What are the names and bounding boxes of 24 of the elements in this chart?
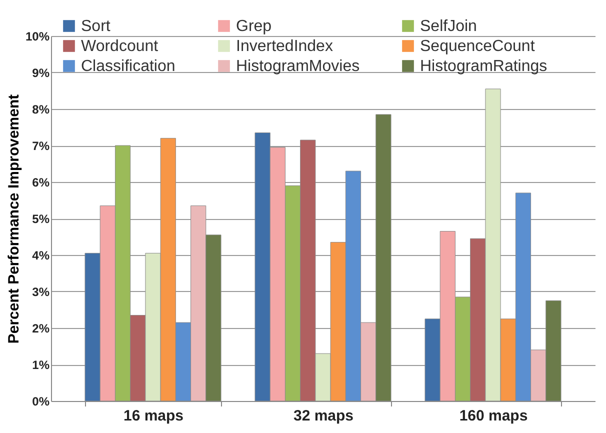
y-tick-label: 7% (32, 139, 50, 153)
legend-label: SequenceCount (420, 38, 536, 55)
legend-label: Sort (81, 18, 111, 35)
y-tick-label: 4% (32, 248, 50, 262)
legend-label: Classification (81, 58, 176, 75)
y-tick-label: 8% (32, 102, 50, 116)
legend-label: HistogramMovies (236, 58, 360, 75)
y-tick-label: 6% (32, 176, 50, 190)
legend-label: InvertedIndex (236, 38, 333, 55)
y-tick-label: 3% (32, 285, 50, 299)
legend-label: HistogramRatings (420, 58, 548, 75)
y-axis-title: Percent Performance Improvement (5, 94, 22, 344)
legend-label: SelfJoin (420, 18, 477, 35)
y-tick-label: 9% (32, 66, 50, 80)
x-tick-label: 16 maps (123, 408, 184, 424)
x-tick-label: 32 maps (293, 408, 354, 424)
y-tick-label: 5% (32, 212, 50, 226)
legend-label: Grep (236, 18, 272, 35)
y-tick-label: 10% (25, 30, 50, 44)
y-tick-label: 1% (32, 358, 50, 372)
y-tick-label: 0% (32, 394, 50, 408)
y-tick-label: 2% (32, 322, 50, 336)
legend-label: Wordcount (81, 38, 159, 55)
x-tick-label: 160 maps (459, 408, 528, 424)
